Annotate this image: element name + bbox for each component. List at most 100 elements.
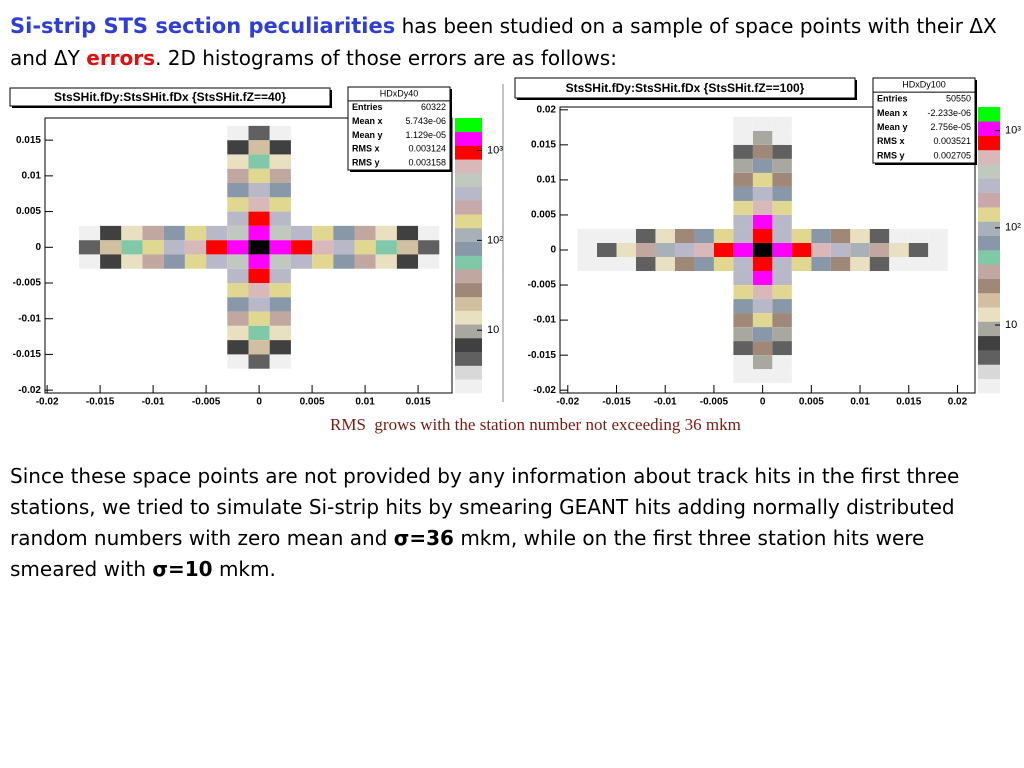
stats-label: RMS y — [352, 157, 380, 167]
colorbar-cell — [978, 149, 1000, 165]
histogram-cell — [752, 313, 773, 328]
histogram-cell — [375, 240, 397, 255]
histogram-cell — [928, 257, 948, 272]
histogram-cell — [142, 254, 164, 269]
y-tick-label: -0.02 — [18, 385, 41, 396]
stats-label: Mean x — [352, 116, 383, 126]
histogram-cell — [227, 283, 249, 298]
histogram-cell — [733, 228, 753, 243]
colorbar-cell — [455, 365, 482, 380]
y-tick-label: 0 — [35, 242, 41, 253]
stats-value: 0.003158 — [408, 157, 446, 167]
histogram-cell — [733, 172, 753, 187]
histogram-cell — [418, 240, 440, 255]
histogram-cell — [674, 257, 695, 272]
histogram-cell — [752, 214, 773, 229]
histogram-cell — [772, 130, 792, 145]
histogram-cell — [227, 254, 249, 269]
histogram-cell — [227, 340, 249, 355]
histogram-cell — [674, 242, 695, 258]
histogram-cell — [375, 225, 397, 241]
colorbar-cell — [455, 228, 482, 243]
colorbar-cell — [455, 145, 482, 160]
histogram-cell — [269, 240, 291, 255]
histogram-cell — [772, 172, 792, 187]
paragraph-text: Since these space points are not provide… — [10, 464, 960, 550]
histogram-cell — [752, 116, 773, 131]
histogram-cell — [869, 228, 890, 243]
histogram-cell — [78, 225, 101, 241]
histogram-cell — [269, 283, 291, 298]
colorbar-cell — [978, 107, 1000, 122]
paragraph: Since these space points are not provide… — [10, 461, 1015, 585]
stats-label: RMS y — [877, 150, 905, 160]
sigma-value: σ=36 — [393, 526, 454, 550]
x-tick-label: 0.005 — [799, 397, 824, 408]
x-tick-label: -0.02 — [36, 397, 59, 408]
histogram-cell — [733, 257, 753, 272]
histogram-cell — [772, 369, 792, 384]
stats-name: HDxDy100 — [902, 79, 946, 89]
histogram-cell — [312, 254, 334, 269]
histogram-cell — [908, 228, 929, 243]
x-tick-label: -0.01 — [654, 397, 677, 408]
histogram-cell — [121, 240, 143, 255]
histogram-cell — [616, 228, 636, 243]
histogram-cell — [655, 242, 675, 258]
histogram-cell — [269, 354, 291, 369]
histogram-cell — [333, 225, 355, 241]
colorbar-cell — [978, 135, 1000, 151]
colorbar-cell — [455, 118, 482, 133]
z-tick-label: 10² — [1005, 222, 1021, 234]
x-tick-label: -0.005 — [700, 397, 729, 408]
histogram-cell — [889, 242, 909, 258]
colorbar-cell — [978, 278, 1000, 294]
histogram-cell — [752, 257, 773, 272]
histogram-cell — [772, 271, 792, 286]
histogram-cell — [772, 200, 792, 215]
histogram-cell — [889, 228, 909, 243]
colorbar-cell — [978, 321, 1000, 337]
stats-label: Entries — [877, 94, 908, 104]
paragraph-text: mkm. — [218, 557, 276, 581]
histogram-cell — [752, 369, 773, 384]
histogram-cell — [752, 158, 773, 173]
histogram-cell — [206, 240, 228, 255]
x-tick-label: -0.01 — [142, 397, 165, 408]
histogram-cell — [733, 341, 753, 356]
histogram-cell — [733, 144, 753, 159]
intro-text-part: . 2D histograms of those errors are as f… — [155, 46, 617, 70]
y-tick-label: -0.02 — [533, 385, 556, 396]
histogram-cell — [312, 225, 334, 241]
y-tick-label: 0.005 — [16, 206, 41, 217]
histogram-cell — [227, 154, 249, 169]
histogram-cell — [616, 257, 636, 272]
histogram-cell — [791, 242, 812, 258]
colorbar-cell — [455, 283, 482, 298]
histogram-cell — [248, 240, 270, 255]
x-tick-label: 0.005 — [300, 397, 325, 408]
chart-title: StsSHit.fDy:StsSHit.fDx {StsSHit.fZ==40} — [54, 90, 286, 104]
histogram-cell — [830, 242, 851, 258]
x-tick-label: -0.015 — [86, 397, 115, 408]
y-tick-label: 0.02 — [537, 104, 557, 115]
histogram-cell — [227, 240, 249, 255]
intro-emphasis: errors — [86, 46, 156, 70]
stats-value: 1.129e-05 — [405, 130, 446, 140]
y-tick-label: -0.01 — [533, 315, 556, 326]
histogram-cell — [121, 225, 143, 241]
z-tick-label: 10 — [1005, 319, 1017, 331]
histogram-cell — [333, 240, 355, 255]
histogram-cell — [908, 242, 929, 258]
colorbar-cell — [455, 296, 482, 311]
x-tick-label: 0.015 — [896, 397, 921, 408]
stats-value: 5.743e-06 — [405, 116, 446, 126]
colorbar-cell — [978, 350, 1000, 365]
title-box — [514, 77, 856, 99]
histogram-cell — [752, 130, 773, 145]
colorbar-cell — [978, 178, 1000, 194]
z-tick-label: 10³ — [1005, 125, 1021, 137]
colorbar-cell — [455, 379, 482, 394]
histogram-cell — [248, 268, 270, 283]
